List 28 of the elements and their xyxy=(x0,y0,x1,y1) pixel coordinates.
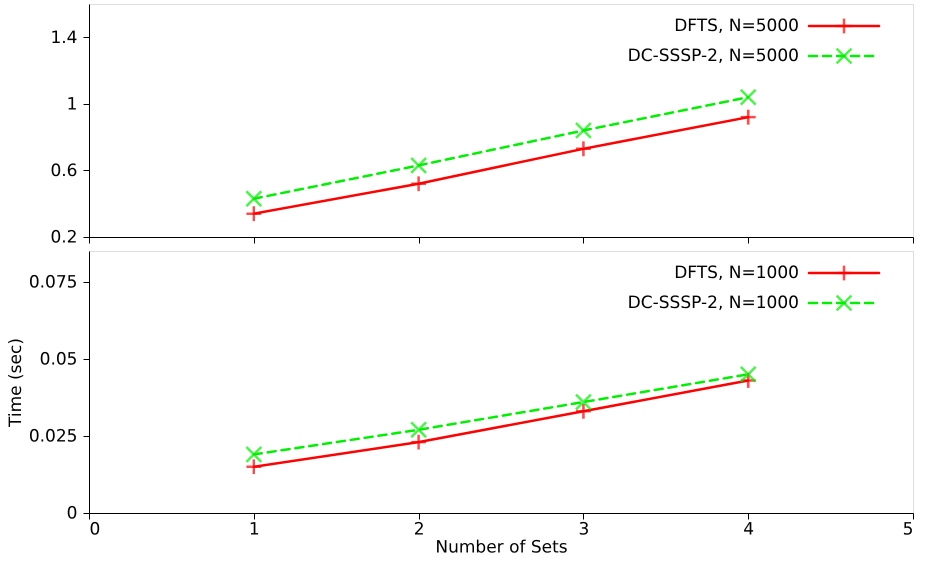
point xyxy=(574,140,592,158)
y-tick-label: 0.075 xyxy=(28,272,78,292)
point xyxy=(410,175,428,192)
legend-label: DFTS, N=5000 xyxy=(674,16,799,36)
point xyxy=(740,108,757,126)
x-tick-label: 0 xyxy=(90,520,100,540)
point xyxy=(740,88,757,106)
x-tick-label: 5 xyxy=(902,520,914,540)
x-tick-label: 3 xyxy=(578,520,590,540)
x-tick-label: 4 xyxy=(743,520,754,540)
legend-label: DC-SSSP-2, N=5000 xyxy=(628,46,799,66)
x-axis-title: Number of Sets xyxy=(435,538,568,558)
x-tick-label: 2 xyxy=(414,520,425,540)
point xyxy=(410,156,428,174)
point xyxy=(245,205,262,222)
y-axis-title: Time (sec) xyxy=(6,338,26,428)
point xyxy=(245,190,262,208)
y-tick-label: 1 xyxy=(66,94,78,114)
x-tick-label: 1 xyxy=(248,520,260,540)
legend-label: DFTS, N=1000 xyxy=(674,263,799,283)
y-tick-label: 1.4 xyxy=(50,28,78,48)
y-tick-label: 0.05 xyxy=(40,349,78,370)
y-tick-label: 0.2 xyxy=(50,228,78,248)
y-tick-label: 0.6 xyxy=(50,160,78,181)
legend-label: DC-SSSP-2, N=1000 xyxy=(628,293,799,313)
y-tick-label: 0.025 xyxy=(28,426,78,446)
point xyxy=(574,122,592,140)
y-tick-label: 0 xyxy=(66,504,78,524)
